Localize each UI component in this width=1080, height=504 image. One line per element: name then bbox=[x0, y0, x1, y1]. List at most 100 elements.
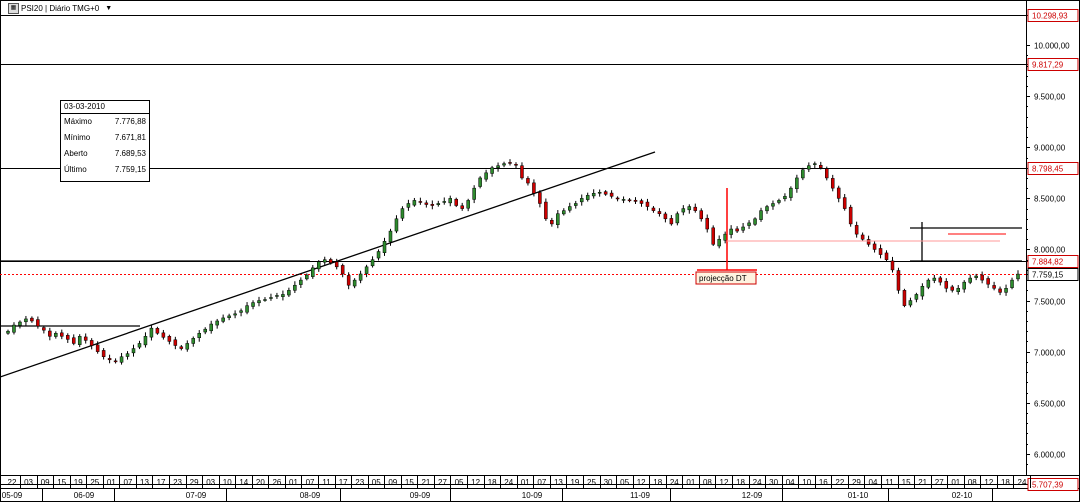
projection-label-box bbox=[695, 271, 757, 285]
x-month-label: 09-09 bbox=[410, 491, 431, 500]
x-day-label: 07 bbox=[306, 478, 315, 487]
candle-body bbox=[579, 198, 584, 203]
candle-body bbox=[352, 279, 357, 287]
x-day-label: 08 bbox=[968, 478, 977, 487]
x-day-label: 18 bbox=[1001, 478, 1010, 487]
candle-body bbox=[980, 274, 984, 281]
candle-body bbox=[992, 285, 996, 289]
candle-body bbox=[884, 252, 889, 260]
candle-body bbox=[173, 339, 178, 346]
y-tick-label: 9.000,00 bbox=[1034, 144, 1066, 153]
candle-body bbox=[878, 248, 883, 255]
x-day-label: 19 bbox=[570, 478, 579, 487]
candle-body bbox=[813, 163, 817, 165]
candle-body bbox=[334, 261, 339, 268]
level-label-box bbox=[1027, 478, 1079, 491]
x-day-label: 12 bbox=[984, 478, 993, 487]
x-day-label: 12 bbox=[637, 478, 646, 487]
candle-body bbox=[107, 358, 112, 361]
candle-body bbox=[848, 206, 853, 225]
x-month-label: 08-09 bbox=[300, 491, 321, 500]
level-label: 8.798,45 bbox=[1032, 165, 1064, 174]
info-date: 03-03-2010 bbox=[61, 101, 149, 114]
x-day-label: 30 bbox=[769, 478, 778, 487]
info-value: 7.689,53 bbox=[114, 149, 146, 158]
candle-body bbox=[908, 300, 913, 306]
candle-body bbox=[305, 274, 309, 280]
x-day-label: 05 bbox=[372, 478, 381, 487]
candle-body bbox=[807, 165, 811, 170]
candle-body bbox=[574, 203, 578, 206]
level-label: 10.298,93 bbox=[1032, 12, 1068, 21]
candle-body bbox=[161, 332, 166, 338]
x-day-label: 07 bbox=[537, 478, 546, 487]
candle-body bbox=[18, 321, 22, 326]
candle-body bbox=[651, 207, 656, 211]
candle-body bbox=[615, 197, 620, 200]
candle-body bbox=[872, 243, 877, 250]
x-day-label: 27 bbox=[438, 478, 447, 487]
x-month-label: 12-09 bbox=[742, 491, 763, 500]
candle-body bbox=[687, 206, 692, 211]
info-row-open: Aberto 7.689,53 bbox=[61, 146, 149, 162]
x-month-label: 05-09 bbox=[2, 491, 23, 500]
info-label: Máximo bbox=[64, 117, 93, 126]
candle-body bbox=[209, 323, 213, 332]
candle-body bbox=[24, 318, 28, 323]
candle-body bbox=[562, 210, 566, 215]
x-day-label: 01 bbox=[289, 478, 298, 487]
chart-window-icon[interactable]: ▦ bbox=[8, 3, 19, 14]
info-label: Mínimo bbox=[64, 133, 91, 142]
info-value: 7.671,81 bbox=[114, 133, 146, 142]
candle-body bbox=[777, 200, 781, 203]
candle-body bbox=[436, 203, 441, 205]
candle-body bbox=[203, 328, 207, 333]
candle-body bbox=[113, 360, 118, 363]
candle-body bbox=[317, 261, 321, 270]
candle-body bbox=[293, 284, 297, 291]
candle-body bbox=[550, 219, 554, 225]
price-axis: 10.298,93 9.817,29 8.798,45 7.884,82 7.759,1… bbox=[1026, 9, 1079, 491]
x-day-label: 01 bbox=[951, 478, 960, 487]
candle-body bbox=[538, 192, 542, 204]
x-day-label: 10 bbox=[802, 478, 811, 487]
window-title-bar[interactable]: ▦ PSI20 | Diário TMG+0 ▼ bbox=[8, 3, 112, 14]
x-day-label: 20 bbox=[256, 478, 265, 487]
candle-body bbox=[759, 210, 763, 220]
x-day-label: 15 bbox=[405, 478, 414, 487]
x-day-label: 29 bbox=[852, 478, 861, 487]
candle-body bbox=[890, 260, 895, 271]
projection-annotation[interactable]: projecção DT bbox=[695, 188, 1000, 285]
trend-lines[interactable] bbox=[0, 151, 1022, 378]
candle-body bbox=[299, 279, 303, 285]
candle-body bbox=[376, 251, 381, 259]
candle-body bbox=[860, 234, 865, 240]
x-day-label: 23 bbox=[173, 478, 182, 487]
candle-body bbox=[131, 348, 136, 354]
info-value: 7.776,88 bbox=[114, 117, 146, 126]
x-day-label: 15 bbox=[57, 478, 66, 487]
candle-body bbox=[478, 177, 482, 187]
candle-body bbox=[89, 340, 94, 346]
candle-body bbox=[962, 281, 966, 290]
info-row-high: Máximo 7.776,88 bbox=[61, 114, 149, 130]
candle-body bbox=[448, 198, 452, 204]
candle-body bbox=[155, 328, 160, 334]
candle-body bbox=[789, 187, 793, 198]
candle-body bbox=[693, 206, 698, 211]
candle-body bbox=[705, 217, 709, 230]
ohlc-info-box: 03-03-2010 Máximo 7.776,88 Mínimo 7.671,… bbox=[60, 100, 150, 182]
dropdown-arrow-icon[interactable]: ▼ bbox=[105, 5, 113, 12]
x-month-label: 02-10 bbox=[952, 491, 973, 500]
candle-body bbox=[346, 275, 351, 286]
candle-body bbox=[854, 225, 859, 235]
info-value: 7.759,15 bbox=[114, 165, 146, 174]
candle-body bbox=[221, 317, 225, 322]
candle-body bbox=[747, 222, 751, 226]
candle-body bbox=[370, 259, 375, 267]
candle-body bbox=[6, 330, 10, 334]
candle-body bbox=[149, 327, 154, 338]
candle-body bbox=[77, 336, 82, 345]
